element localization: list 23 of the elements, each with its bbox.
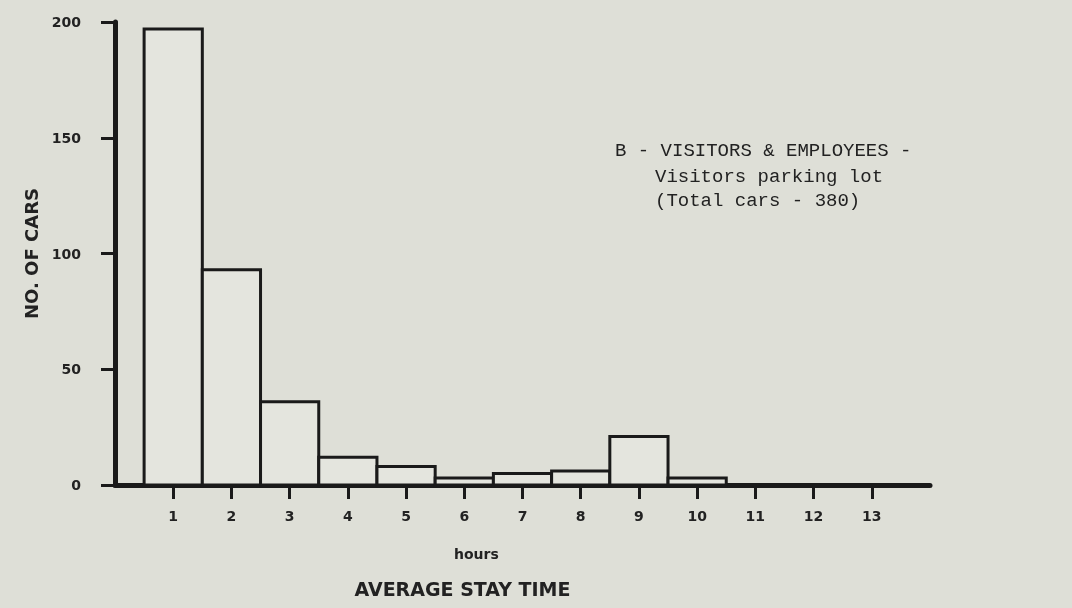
y-tick-label: 50 bbox=[61, 361, 82, 378]
x-tick-label: 9 bbox=[634, 508, 644, 524]
x-tick-label: 7 bbox=[517, 508, 528, 524]
x-tick-label: 2 bbox=[226, 508, 237, 524]
y-tick-label: 150 bbox=[51, 129, 82, 146]
x-tick-label: 11 bbox=[745, 508, 766, 524]
x-tick-label: 12 bbox=[803, 508, 824, 524]
text: hours bbox=[454, 546, 499, 562]
y-tick-label: 200 bbox=[51, 14, 82, 30]
x-tick-label: 3 bbox=[284, 508, 295, 524]
x-tick-label: 8 bbox=[575, 508, 586, 524]
x-tick-label: 1 bbox=[168, 508, 179, 524]
x-tick-label: 6 bbox=[459, 508, 470, 524]
x-tick-label: 10 bbox=[687, 508, 708, 524]
x-axis-title: AVERAGE STAY TIME bbox=[354, 577, 571, 600]
y-tick-label: 0 bbox=[71, 477, 82, 493]
x-tick-label: 4 bbox=[342, 508, 353, 524]
x-tick-label: 5 bbox=[401, 508, 411, 524]
y-axis-title: NO. OF CARS bbox=[21, 188, 43, 319]
text: B - VISITORS & EMPLOYEES - bbox=[615, 139, 912, 162]
x-tick-label: 13 bbox=[862, 508, 882, 524]
y-tick-label: 100 bbox=[51, 245, 82, 262]
text: Visitors parking lot (Total cars - 380) bbox=[655, 166, 884, 212]
